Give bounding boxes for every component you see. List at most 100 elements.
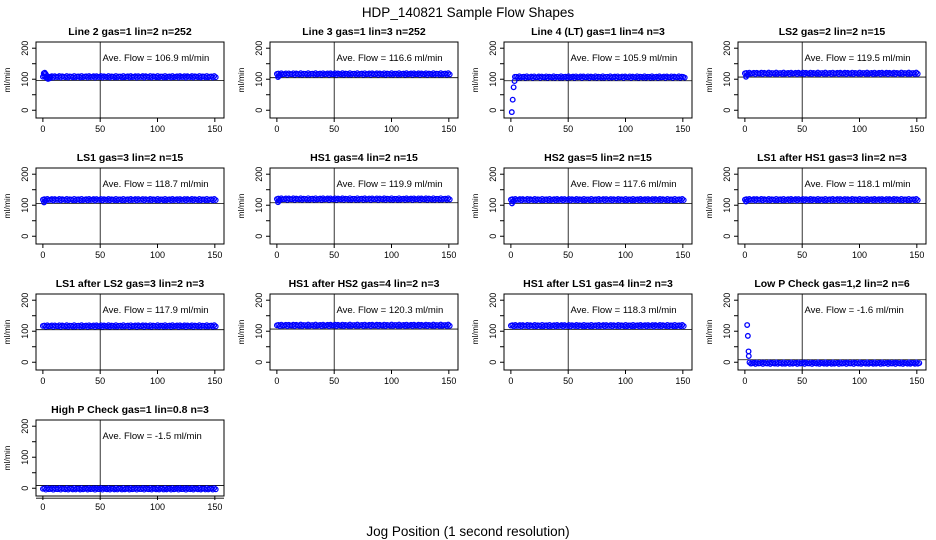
y-tick-label: 0 [20,360,30,365]
y-axis-label: ml/min [470,319,480,344]
y-axis-label: ml/min [2,67,12,92]
lead-data-point [509,96,516,103]
lead-data-point [275,74,281,81]
y-tick-label: 100 [722,72,732,87]
y-tick-label: 200 [254,293,264,308]
y-tick-label: 0 [20,108,30,113]
ave-flow-annotation: Ave. Flow = 119.9 ml/min [336,179,442,190]
data-band [273,195,453,203]
panel-title: LS2 gas=2 lin=2 n=15 [779,26,886,38]
y-tick-label: 200 [20,167,30,182]
data-point [680,197,687,204]
y-axis-label: ml/min [2,193,12,218]
x-tick-label: 0 [742,376,747,386]
lead-data-point [745,348,752,355]
panel-12: Low P Check gas=1,2 lin=2 n=6 0 100 200 0 50 1… [704,278,927,386]
plot-box [35,41,225,119]
y-tick-label: 100 [722,324,732,339]
panel-title: Low P Check gas=1,2 lin=2 n=6 [754,278,909,290]
y-tick-label: 0 [488,234,498,239]
y-tick-label: 100 [488,198,498,213]
x-tick-label: 150 [909,124,924,134]
panel-7: HS2 gas=5 lin=2 n=15 0 100 200 0 50 100 150 ml/m… [470,152,693,260]
lead-data-point [42,197,49,204]
data-point [209,323,216,330]
data-band [741,69,921,78]
y-tick-label: 0 [722,108,732,113]
lead-data-point [744,322,751,328]
x-tick-label: 50 [797,376,807,386]
x-tick-label: 0 [508,376,513,386]
y-tick-label: 200 [722,293,732,308]
ave-flow-annotation: Ave. Flow = 118.7 ml/min [102,179,208,190]
y-tick-label: 200 [254,41,264,56]
x-tick-label: 100 [852,124,867,134]
data-band [507,195,687,204]
data-point [212,486,219,493]
panel-title: Line 4 (LT) gas=1 lin=4 n=3 [531,26,665,38]
panel-10: HS1 after HS2 gas=4 lin=2 n=3 0 100 200 0 50 1… [236,278,459,386]
data-point [446,196,453,203]
plot-box [737,167,927,245]
data-band [507,321,687,330]
plot-box [35,419,225,497]
x-tick-label: 50 [329,376,339,386]
panel-6: HS1 gas=4 lin=2 n=15 0 100 200 0 50 100 150 ml/m… [236,152,459,260]
data-point [914,197,921,204]
ave-flow-annotation: Ave. Flow = 106.9 ml/min [102,53,209,64]
data-band [746,359,923,367]
panel-9: LS1 after LS2 gas=3 lin=2 n=3 0 100 200 0 50 1… [2,278,225,386]
y-tick-label: 0 [20,486,30,491]
lead-data-point [46,75,53,82]
panel-2: Line 3 gas=1 lin=3 n=252 0 100 200 0 50 100 150… [236,26,459,134]
data-point [443,71,450,78]
x-tick-label: 100 [384,250,399,260]
x-tick-label: 0 [742,124,747,134]
panel-title: HS2 gas=5 lin=2 n=15 [544,152,652,164]
data-point [212,197,219,204]
data-point [209,486,216,493]
x-tick-label: 150 [675,376,690,386]
x-tick-label: 50 [95,502,105,512]
data-point [911,71,918,77]
plot-box [35,293,225,371]
y-tick-label: 0 [254,108,264,113]
data-point [443,196,450,203]
x-tick-label: 0 [40,250,45,260]
y-axis-label: ml/min [2,319,12,344]
plot-box [35,167,225,245]
data-point [911,197,918,204]
data-band [741,195,921,204]
y-tick-label: 200 [254,167,264,182]
y-axis-label: ml/min [704,319,714,344]
x-tick-label: 50 [329,124,339,134]
x-tick-label: 150 [441,376,456,386]
ave-flow-annotation: Ave. Flow = 120.3 ml/min [336,305,443,316]
lead-data-point [276,197,283,204]
data-point [209,74,216,81]
lead-data-point [744,332,751,339]
x-tick-label: 0 [274,250,279,260]
y-tick-label: 200 [488,293,498,308]
ave-flow-annotation: Ave. Flow = 117.9 ml/min [102,305,208,316]
figure-title: HDP_140821 Sample Flow Shapes [361,5,575,20]
plot-box [503,293,693,371]
y-axis-label: ml/min [470,193,480,218]
panel-1: Line 2 gas=1 lin=2 n=252 0 100 200 0 50 100 150… [2,26,225,134]
data-point [446,322,453,329]
figure-xlabel: Jog Position (1 second resolution) [366,524,570,539]
plot-box [503,41,693,119]
x-tick-label: 150 [909,376,924,386]
y-tick-label: 200 [20,41,30,56]
data-point [914,70,921,77]
y-tick-label: 200 [20,293,30,308]
y-tick-label: 100 [488,72,498,87]
data-band [39,485,219,493]
plot-box [737,293,927,371]
lead-data-point [743,198,749,205]
y-tick-label: 200 [20,419,30,434]
x-tick-label: 100 [150,124,165,134]
x-tick-label: 150 [441,124,456,134]
x-tick-label: 150 [207,124,222,134]
x-tick-label: 0 [508,250,513,260]
